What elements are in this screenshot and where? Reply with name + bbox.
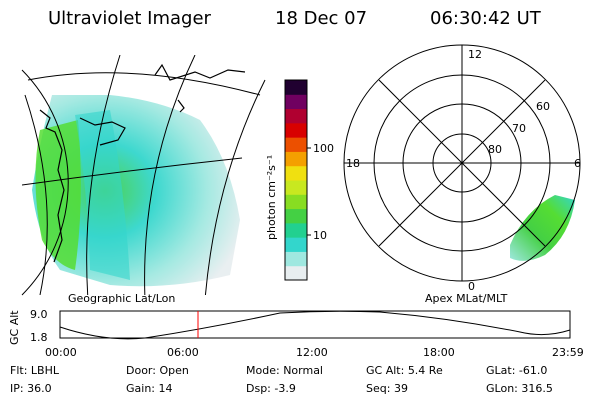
- colorbar-cell: [285, 122, 307, 138]
- colorbar-cell: [285, 165, 307, 181]
- status-flt: Flt: LBHL: [10, 364, 60, 377]
- instrument-title: Ultraviolet Imager: [48, 8, 212, 29]
- auroral-oval: [510, 195, 575, 261]
- lat-label-80: 80: [488, 143, 502, 156]
- colorbar-tick-100: 100: [313, 142, 334, 155]
- colorbar-cell: [285, 251, 307, 267]
- polar-plot: 12 18 6 0 60 70 80: [343, 44, 581, 293]
- earth-limb: [21, 69, 69, 296]
- colorbar-tick-10: 10: [313, 229, 327, 242]
- mlt-label-6: 6: [574, 157, 581, 170]
- status-gc-alt: GC Alt: 5.4 Re: [366, 364, 443, 377]
- status-gain: Gain: 14: [126, 382, 173, 395]
- colorbar-cell: [285, 180, 307, 195]
- x-tick-2359: 23:59: [552, 346, 584, 359]
- status-glon: GLon: 316.5: [486, 382, 553, 395]
- lat-label-60: 60: [536, 100, 550, 113]
- colorbar-cell: [285, 265, 307, 281]
- altitude-curve: [59, 310, 571, 340]
- apex-panel-label: Apex MLat/MLT: [425, 292, 508, 305]
- colorbar-cell: [285, 94, 307, 110]
- time-label: 06:30:42 UT: [430, 8, 542, 29]
- status-seq: Seq: 39: [366, 382, 408, 395]
- status-mode: Mode: Normal: [246, 364, 323, 377]
- timeline-axis-label: GC Alt: [8, 310, 21, 345]
- status-block: Flt: LBHL Door: Open Mode: Normal GC Alt…: [10, 364, 553, 395]
- mlt-label-0: 0: [468, 280, 475, 293]
- status-door: Door: Open: [126, 364, 189, 377]
- mlt-label-12: 12: [468, 48, 482, 61]
- colorbar: 100 10 photon cm⁻²s⁻¹: [265, 79, 334, 281]
- date-label: 18 Dec 07: [275, 8, 367, 29]
- x-tick-0600: 06:00: [167, 346, 199, 359]
- colorbar-cell: [285, 108, 307, 124]
- colorbar-cell: [285, 208, 307, 224]
- geographic-image: [22, 55, 266, 295]
- geographic-panel-label: Geographic Lat/Lon: [68, 292, 175, 305]
- status-dsp: Dsp: -3.9: [246, 382, 296, 395]
- colorbar-label: photon cm⁻²s⁻¹: [265, 155, 278, 240]
- colorbar-cell: [285, 151, 307, 167]
- status-glat: GLat: -61.0: [486, 364, 547, 377]
- x-tick-1800: 18:00: [423, 346, 455, 359]
- mlt-label-18: 18: [346, 157, 360, 170]
- colorbar-cell: [285, 222, 307, 238]
- x-tick-0000: 00:00: [45, 346, 77, 359]
- y-tick-1.8: 1.8: [30, 331, 48, 344]
- lat-label-70: 70: [512, 122, 526, 135]
- status-ip: IP: 36.0: [10, 382, 52, 395]
- colorbar-cell: [285, 137, 307, 152]
- x-tick-1200: 12:00: [296, 346, 328, 359]
- colorbar-cell: [285, 194, 307, 210]
- y-tick-9: 9.0: [30, 308, 48, 321]
- colorbar-cell: [285, 237, 307, 252]
- colorbar-cell: [285, 80, 307, 95]
- altitude-timeline: 9.0 1.8 GC Alt 00:00 06:00 12:00 18:00 2…: [8, 308, 584, 359]
